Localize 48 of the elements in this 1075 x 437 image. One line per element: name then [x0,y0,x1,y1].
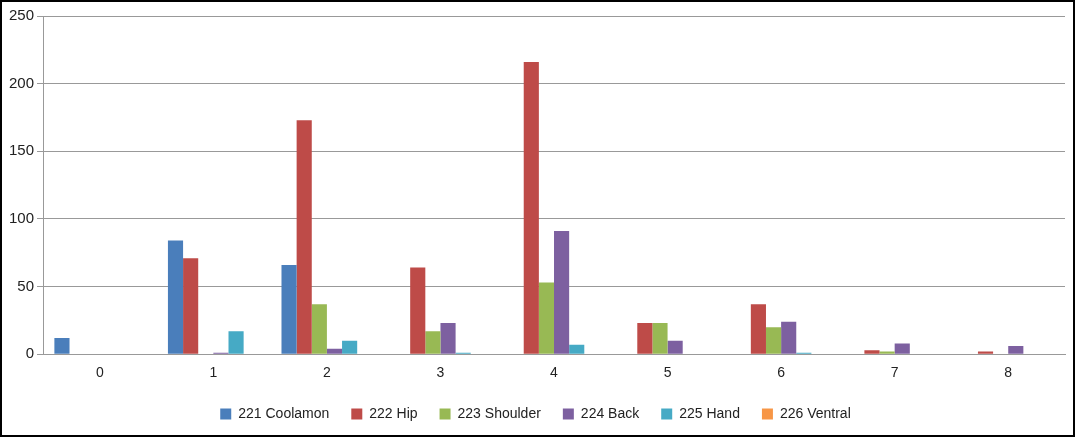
x-tick-label: 8 [1004,364,1013,381]
bar [523,62,539,354]
y-tick-label: 50 [17,276,35,294]
bar [894,343,910,354]
bar [228,331,244,354]
y-tick-label: 0 [25,344,35,362]
bar [864,350,880,354]
bar [667,340,683,354]
legend-label: 221 Coolamon [238,404,330,421]
bar [1008,346,1024,354]
bar [781,321,797,354]
x-tick-label: 0 [95,364,104,381]
bar [977,351,994,354]
bar [637,323,653,354]
y-tick-label: 200 [9,73,35,91]
x-tick-label: 4 [550,364,559,381]
bar [554,231,570,354]
bar [311,304,327,354]
x-tick-label: 6 [777,364,786,381]
x-tick-label: 7 [890,364,899,381]
x-tick-label: 1 [209,364,218,381]
x-tick-label: 3 [436,364,445,381]
legend-label: 226 Ventral [779,404,851,421]
bar [765,327,782,354]
bar [167,240,184,354]
bar [750,304,766,354]
bar [440,323,456,354]
bar [569,344,585,354]
bar [425,331,441,354]
bar [342,340,358,354]
bar [652,323,668,354]
bar [183,258,199,354]
legend-label: 224 Back [580,404,641,421]
x-tick-label: 5 [663,364,672,381]
bar [281,264,297,354]
y-tick-label: 150 [9,141,35,159]
legend-label: 225 Hand [679,404,740,421]
bar [538,282,555,354]
bar [296,120,312,354]
bar [879,351,895,354]
bar [54,337,70,354]
legend-label: 222 Hip [369,404,418,421]
y-tick-label: 250 [9,6,35,24]
bar [326,348,343,354]
legend-label: 223 Shoulder [457,404,542,421]
bar [410,267,426,354]
y-tick-label: 100 [9,209,35,227]
x-tick-label: 2 [323,364,332,381]
